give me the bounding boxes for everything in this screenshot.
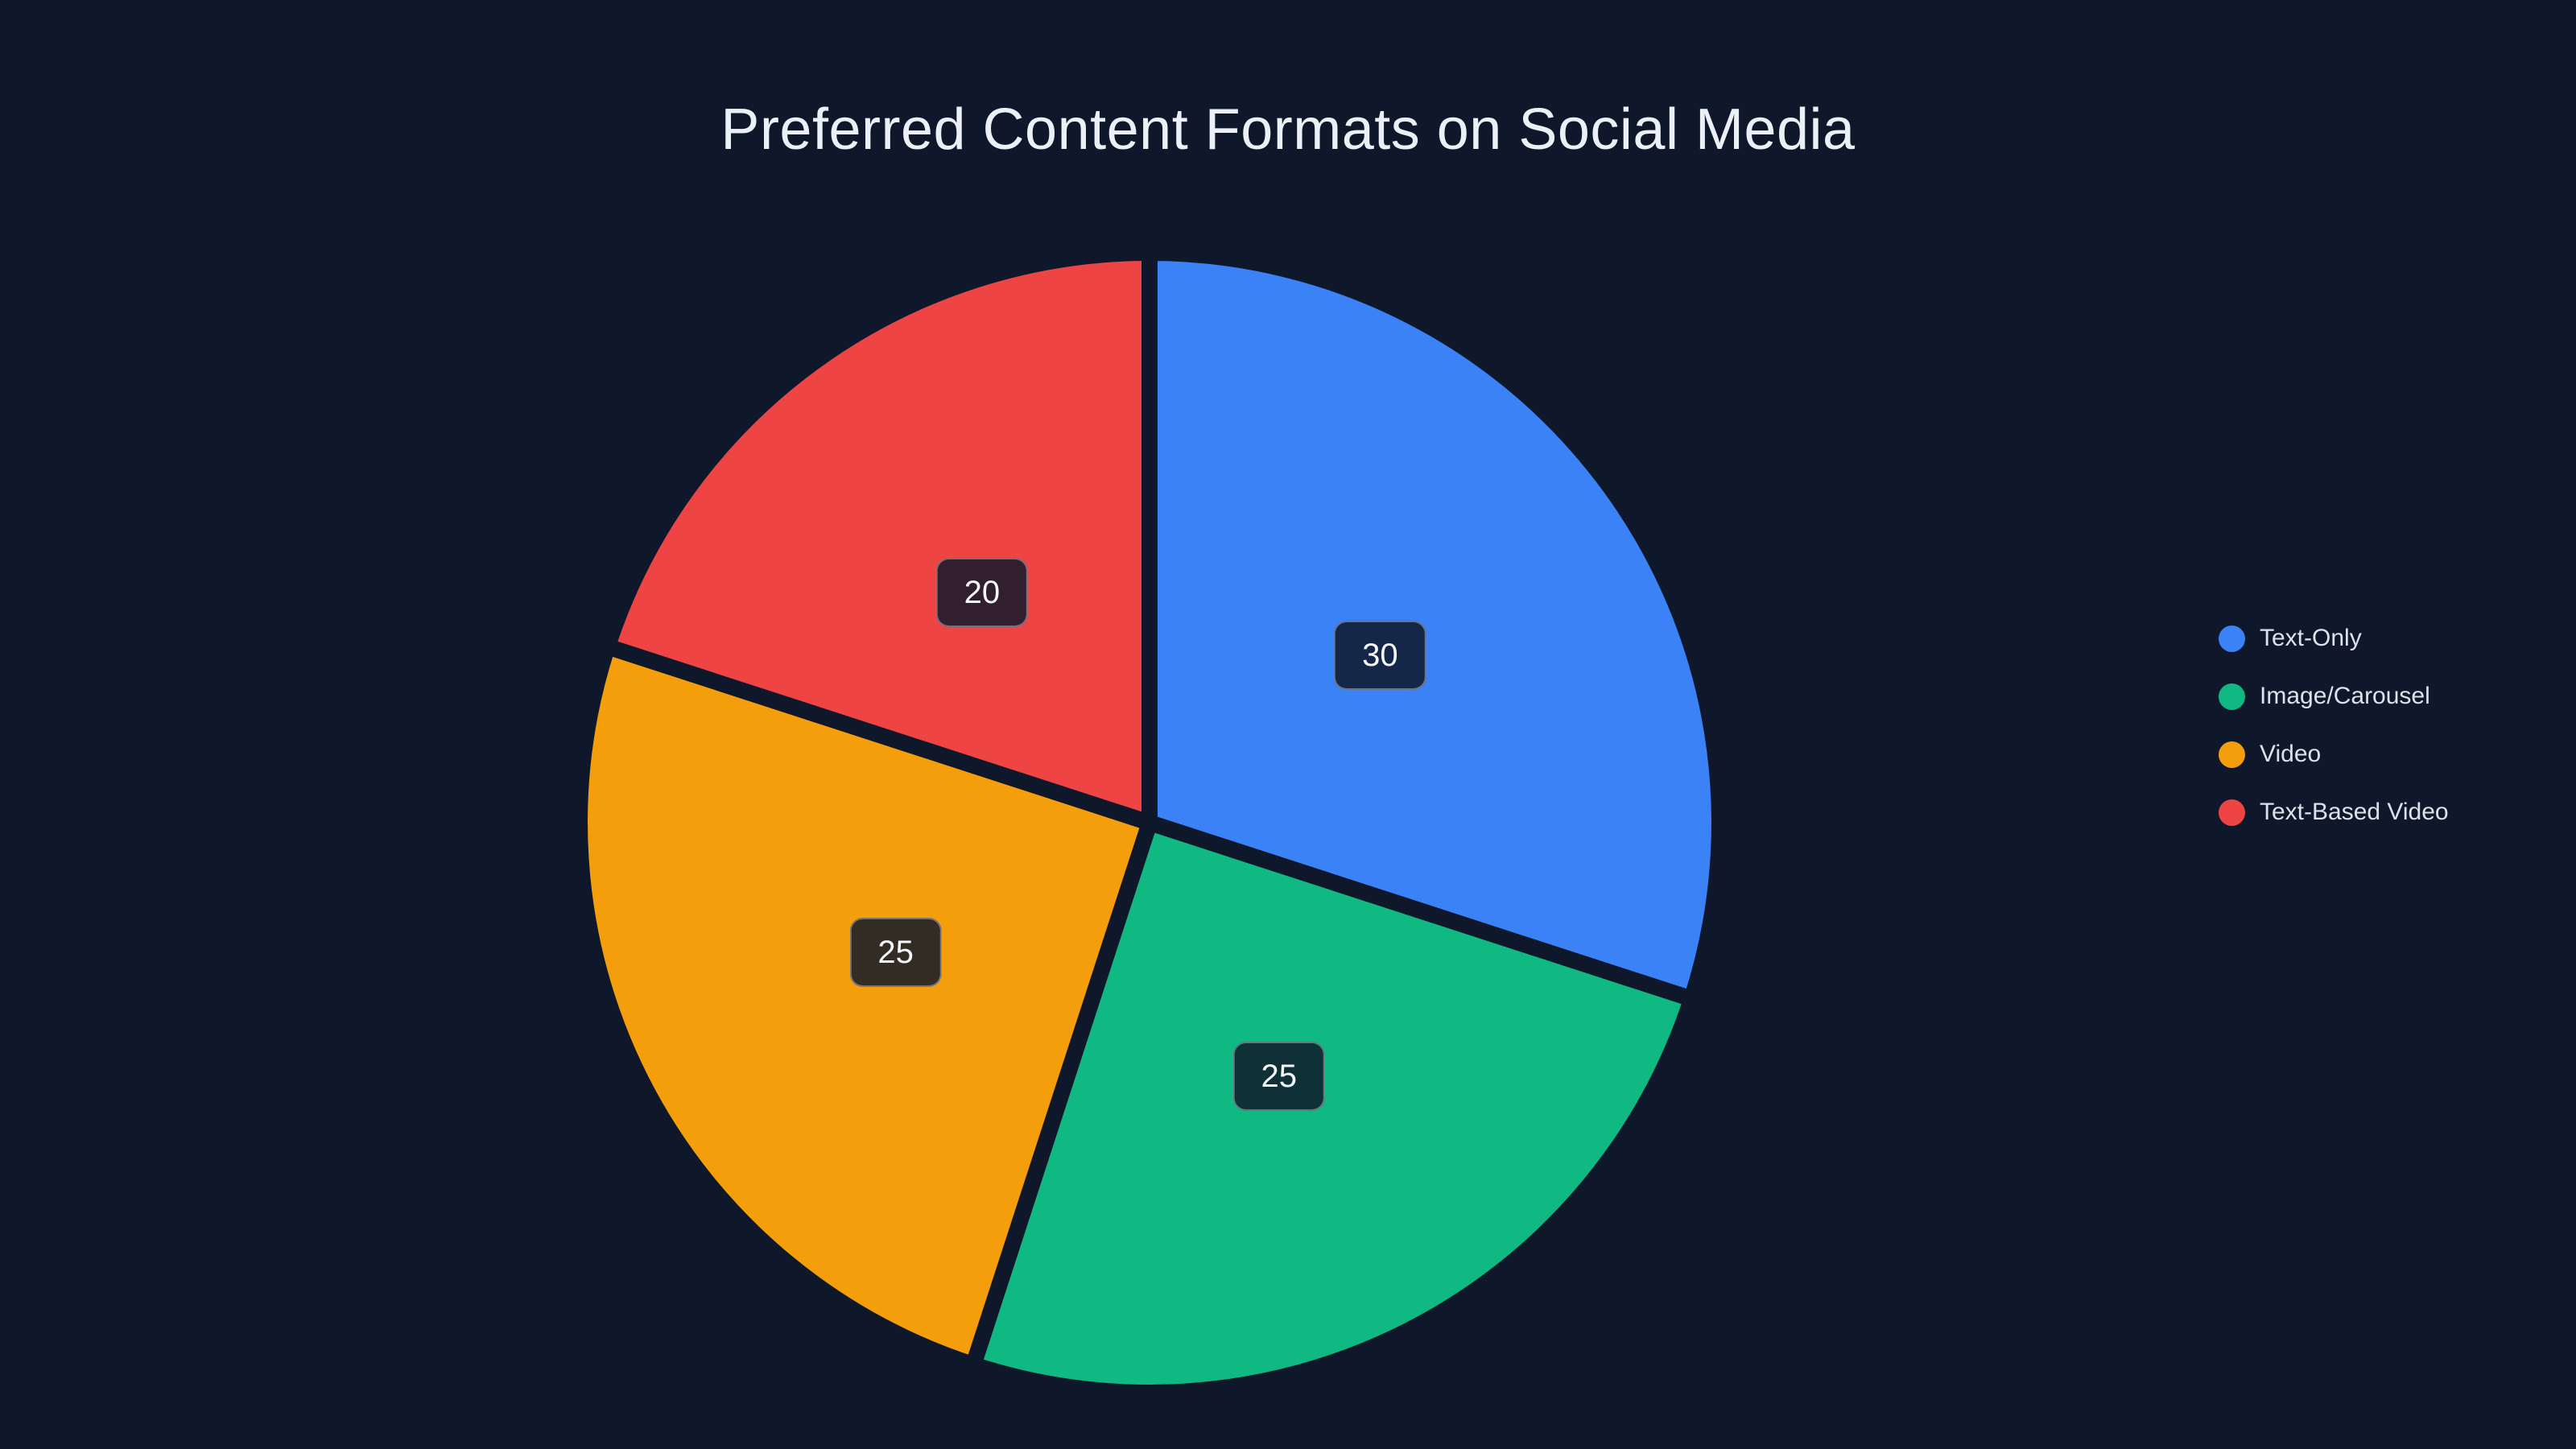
value-label-image-carousel: 25 (1232, 1042, 1325, 1112)
legend-item-text-only[interactable]: Text-Only (2219, 609, 2449, 667)
pie-slice-video[interactable] (572, 638, 1158, 1373)
legend-item-image-carousel[interactable]: Image/Carousel (2219, 667, 2449, 725)
legend-label: Text-Only (2260, 625, 2362, 651)
legend-label: Video (2260, 741, 2322, 767)
pie-slice-image-carousel[interactable] (965, 815, 1700, 1401)
value-label-text-based-video: 20 (935, 557, 1029, 627)
legend-item-text-based-video[interactable]: Text-Based Video (2219, 783, 2449, 841)
legend-marker-icon (2219, 741, 2245, 768)
value-label-text-only: 30 (1334, 620, 1426, 690)
legend: Text-Only Image/Carousel Video Text-Based V… (2219, 609, 2449, 841)
value-label-video: 25 (849, 917, 942, 987)
legend-marker-icon (2219, 799, 2245, 826)
legend-marker-icon (2219, 683, 2245, 710)
pie-slice-text-only[interactable] (1141, 245, 1728, 1007)
legend-label: Image/Carousel (2260, 683, 2430, 709)
legend-item-video[interactable]: Video (2219, 725, 2449, 783)
chart-title: Preferred Content Formats on Social Medi… (720, 97, 1856, 162)
legend-label: Text-Based Video (2260, 799, 2449, 825)
pie-slice-text-based-video[interactable] (599, 245, 1158, 831)
legend-marker-icon (2219, 625, 2245, 652)
